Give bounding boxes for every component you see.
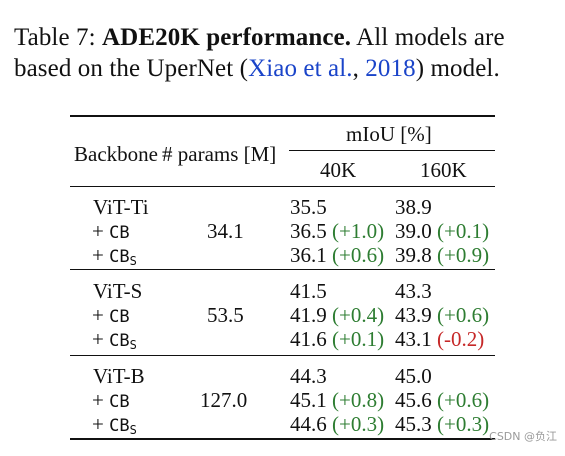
miou-40k-value: 36.5 (290, 219, 327, 243)
params-cell: 127.0 (200, 388, 248, 412)
variant-prefix: + (92, 327, 110, 351)
citation-author-link[interactable]: Xiao et al. (248, 55, 353, 82)
variant-name: CB (109, 331, 130, 351)
miou-160k-value: 43.9 (395, 303, 432, 327)
variant-subscript: S (129, 254, 137, 268)
header-rule (70, 186, 495, 187)
miou-40k-value: 41.9 (290, 303, 327, 327)
variant-subscript: S (129, 423, 137, 437)
group-divider (70, 355, 495, 356)
table-caption: Table 7: ADE20K performance. All models … (14, 22, 559, 84)
variant-prefix: + (92, 219, 110, 243)
header-160k: 160K (420, 158, 467, 182)
backbone-cell: ViT-S (93, 279, 143, 303)
miou-40k-cell: 45.1 (+0.8) (290, 388, 384, 412)
header-params: # params [M] (162, 142, 277, 166)
variant-cell: + CB (92, 303, 130, 329)
miou-160k-cell: 45.0 (395, 364, 432, 388)
header-backbone: Backbone (74, 142, 158, 166)
miou-160k-value: 38.9 (395, 195, 432, 219)
miou-160k-value: 45.0 (395, 364, 432, 388)
variant-name: CB (109, 392, 130, 412)
header-40k: 40K (320, 158, 357, 182)
miou-40k-value: 45.1 (290, 388, 327, 412)
params-cell: 53.5 (207, 303, 244, 327)
variant-cell: + CBS (92, 243, 137, 270)
miou-40k-delta: (+0.4) (332, 303, 385, 327)
miou-160k-delta: (-0.2) (437, 327, 485, 351)
miou-40k-value: 44.6 (290, 412, 327, 436)
caption-text: All models are based on the UperNet ( (14, 24, 505, 82)
miou-40k-cell: 44.6 (+0.3) (290, 412, 384, 436)
miou-160k-delta: (+0.9) (437, 243, 490, 267)
backbone-cell: ViT-B (93, 364, 145, 388)
miou-40k-cell: 41.5 (290, 279, 327, 303)
miou-160k-delta: (+0.1) (437, 219, 490, 243)
miou-40k-value: 41.6 (290, 327, 327, 351)
miou-40k-delta: (+0.3) (332, 412, 385, 436)
miou-160k-delta: (+0.3) (437, 412, 490, 436)
variant-cell: + CB (92, 388, 130, 414)
variant-name: CB (109, 416, 130, 436)
bottom-rule (70, 438, 495, 440)
miou-160k-delta: (+0.6) (437, 388, 490, 412)
variant-name: CB (109, 247, 130, 267)
header-miou: mIoU [%] (346, 122, 432, 146)
variant-prefix: + (92, 243, 110, 267)
miou-160k-value: 45.3 (395, 412, 432, 436)
miou-160k-cell: 38.9 (395, 195, 432, 219)
miou-40k-value: 36.1 (290, 243, 327, 267)
miou-40k-value: 41.5 (290, 279, 327, 303)
miou-40k-delta: (+0.6) (332, 243, 385, 267)
miou-160k-value: 39.0 (395, 219, 432, 243)
variant-name: CB (109, 307, 130, 327)
miou-160k-cell: 45.6 (+0.6) (395, 388, 489, 412)
miou-160k-value: 43.1 (395, 327, 432, 351)
miou-160k-value: 39.8 (395, 243, 432, 267)
miou-40k-cell: 41.6 (+0.1) (290, 327, 384, 351)
miou-underline (289, 150, 495, 151)
miou-40k-cell: 41.9 (+0.4) (290, 303, 384, 327)
group-divider (70, 269, 495, 270)
miou-40k-delta: (+0.1) (332, 327, 385, 351)
caption-label: Table 7: (14, 24, 96, 51)
variant-prefix: + (92, 388, 110, 412)
variant-prefix: + (92, 303, 110, 327)
miou-40k-cell: 35.5 (290, 195, 327, 219)
miou-40k-value: 35.5 (290, 195, 327, 219)
variant-cell: + CBS (92, 327, 137, 354)
miou-160k-cell: 39.0 (+0.1) (395, 219, 489, 243)
variant-cell: + CBS (92, 412, 137, 439)
miou-40k-cell: 36.1 (+0.6) (290, 243, 384, 267)
miou-160k-cell: 39.8 (+0.9) (395, 243, 489, 267)
miou-40k-value: 44.3 (290, 364, 327, 388)
miou-40k-delta: (+0.8) (332, 388, 385, 412)
params-cell: 34.1 (207, 219, 244, 243)
caption-title: ADE20K performance. (102, 24, 352, 51)
backbone-cell: ViT-Ti (93, 195, 149, 219)
miou-160k-cell: 43.9 (+0.6) (395, 303, 489, 327)
miou-160k-cell: 43.3 (395, 279, 432, 303)
variant-prefix: + (92, 412, 110, 436)
miou-160k-value: 43.3 (395, 279, 432, 303)
miou-40k-cell: 44.3 (290, 364, 327, 388)
top-rule (70, 115, 495, 117)
caption-text-end: ) model. (415, 55, 500, 82)
miou-160k-cell: 43.1 (-0.2) (395, 327, 484, 351)
miou-40k-delta: (+1.0) (332, 219, 385, 243)
miou-160k-delta: (+0.6) (437, 303, 490, 327)
miou-160k-value: 45.6 (395, 388, 432, 412)
caption-comma: , (352, 55, 366, 82)
variant-subscript: S (129, 338, 137, 352)
variant-name: CB (109, 223, 130, 243)
watermark: CSDN @负江 (489, 430, 557, 443)
variant-cell: + CB (92, 219, 130, 245)
miou-40k-cell: 36.5 (+1.0) (290, 219, 384, 243)
citation-year-link[interactable]: 2018 (365, 55, 416, 82)
miou-160k-cell: 45.3 (+0.3) (395, 412, 489, 436)
